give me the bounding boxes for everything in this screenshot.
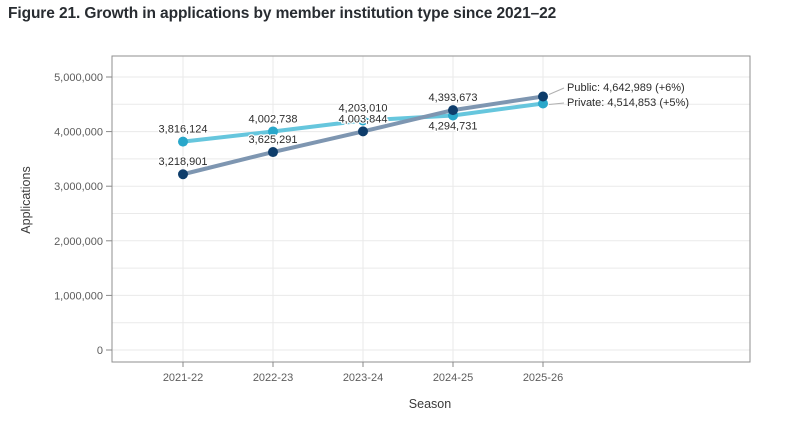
x-tick-label: 2025-26 [523, 372, 563, 384]
point-label-private: 3,816,124 [159, 124, 208, 136]
x-tick-label: 2023-24 [343, 372, 383, 384]
data-point-public [268, 147, 278, 158]
point-label-private: 4,002,738 [249, 113, 298, 125]
x-tick-label: 2022-23 [253, 372, 293, 384]
x-tick-label: 2024-25 [433, 372, 473, 384]
data-point-private [358, 115, 368, 126]
y-axis-title: Applications [19, 166, 33, 234]
point-label-public: 4,003,844 [339, 113, 388, 125]
end-label-public: Public: 4,642,989 (+6%) [567, 82, 685, 94]
leader-line-public [548, 87, 565, 95]
end-label-private: Private: 4,514,853 (+5%) [567, 97, 689, 109]
data-point-private [268, 126, 278, 137]
data-point-public [358, 126, 368, 137]
y-tick-label: 3,000,000 [54, 181, 103, 193]
point-label-public: 4,393,673 [429, 92, 478, 104]
plot-panel [112, 56, 750, 362]
leader-line-private [548, 102, 565, 105]
y-tick-label: 5,000,000 [54, 72, 103, 84]
data-point-private [178, 136, 188, 147]
data-point-public [178, 169, 188, 180]
data-point-public [448, 105, 458, 116]
figure-title: Figure 21. Growth in applications by mem… [8, 5, 557, 22]
point-label-public: 3,218,901 [159, 156, 208, 168]
y-tick-label: 0 [97, 345, 103, 357]
plot-border [111, 55, 751, 363]
y-tick-label: 1,000,000 [54, 290, 103, 302]
point-label-public: 3,625,291 [249, 134, 298, 146]
x-axis-title: Season [408, 397, 452, 411]
y-tick-label: 2,000,000 [54, 236, 103, 248]
point-label-private: 4,203,010 [339, 103, 388, 115]
point-label-private: 4,294,731 [429, 121, 478, 133]
x-tick-label: 2021-22 [163, 372, 203, 384]
y-tick-label: 4,000,000 [54, 127, 103, 139]
data-point-public [538, 91, 548, 102]
data-point-private [538, 98, 548, 109]
